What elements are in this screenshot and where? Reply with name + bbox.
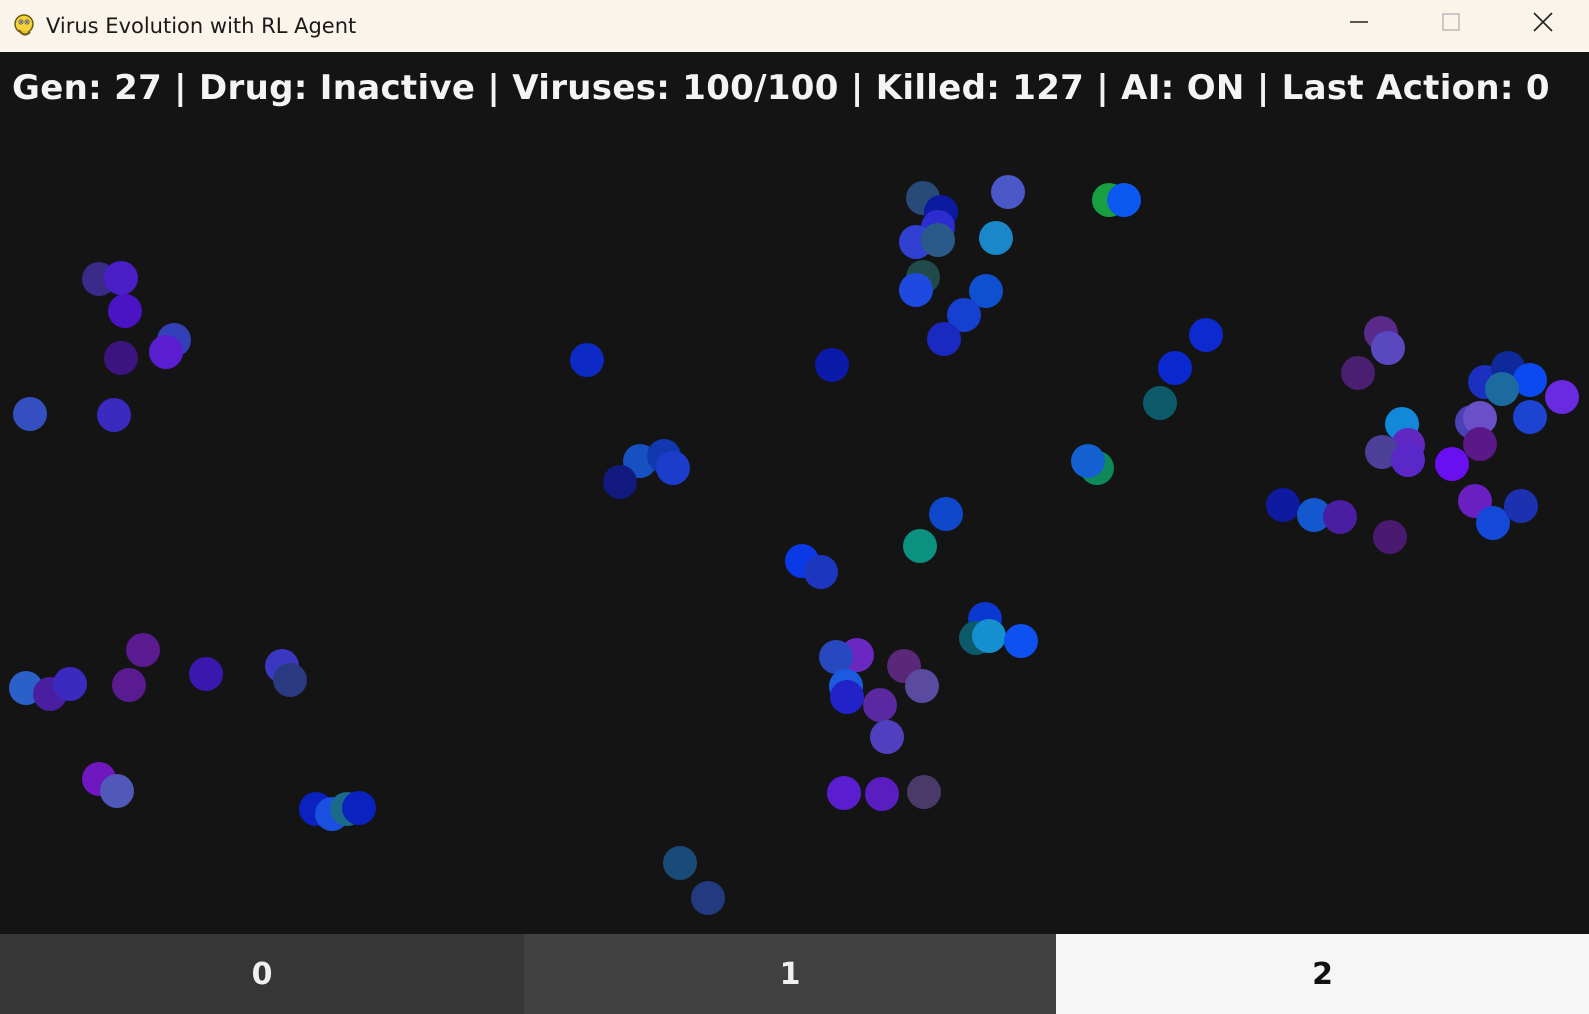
virus-particle [1476, 506, 1510, 540]
virus-particle [97, 398, 131, 432]
virus-particle [126, 633, 160, 667]
virus-particle [819, 640, 853, 674]
action-1-button[interactable]: 1 [524, 934, 1056, 1014]
window-controls [1313, 0, 1589, 44]
virus-particle [979, 221, 1013, 255]
virus-particle [921, 223, 955, 257]
virus-particle [603, 465, 637, 499]
virus-field [9, 175, 1579, 915]
virus-particle [929, 497, 963, 531]
virus-particle [865, 777, 899, 811]
virus-particle [108, 294, 142, 328]
virus-particle [804, 555, 838, 589]
virus-particle [1371, 331, 1405, 365]
virus-particle [53, 667, 87, 701]
virus-particle [1266, 488, 1300, 522]
maximize-button[interactable] [1405, 0, 1497, 44]
virus-particle [1463, 427, 1497, 461]
virus-particle [1004, 624, 1038, 658]
virus-particle [927, 322, 961, 356]
virus-particle [1107, 183, 1141, 217]
maximize-icon [1442, 13, 1460, 31]
virus-particle [1463, 401, 1497, 435]
virus-particle [663, 846, 697, 880]
virus-particle [991, 175, 1025, 209]
virus-particle [342, 791, 376, 825]
virus-particle [1365, 435, 1399, 469]
virus-particle [149, 335, 183, 369]
virus-particle [112, 668, 146, 702]
action-2-button[interactable]: 2 [1056, 934, 1589, 1014]
pygame-snake-icon [14, 14, 34, 36]
virus-particle [1158, 351, 1192, 385]
action-0-button[interactable]: 0 [0, 934, 524, 1014]
virus-particle [1189, 318, 1223, 352]
virus-particle [907, 775, 941, 809]
simulation-canvas[interactable]: Gen: 27 | Drug: Inactive | Viruses: 100/… [0, 52, 1589, 934]
virus-particle [1504, 489, 1538, 523]
close-button[interactable] [1497, 0, 1589, 44]
virus-particle [863, 688, 897, 722]
virus-particle [1323, 500, 1357, 534]
virus-particle [903, 529, 937, 563]
virus-particle [104, 261, 138, 295]
virus-particle [570, 343, 604, 377]
status-bar: Gen: 27 | Drug: Inactive | Viruses: 100/… [12, 68, 1550, 108]
virus-particle [656, 451, 690, 485]
virus-particle [969, 274, 1003, 308]
virus-particle [905, 669, 939, 703]
virus-particle [830, 680, 864, 714]
virus-particle [1143, 386, 1177, 420]
virus-particle [1071, 444, 1105, 478]
virus-particle [1297, 498, 1331, 532]
virus-particle [1391, 443, 1425, 477]
virus-particle [1341, 356, 1375, 390]
virus-particle [1545, 380, 1579, 414]
virus-particle [899, 273, 933, 307]
close-icon [1533, 12, 1553, 32]
virus-particle [1513, 400, 1547, 434]
virus-particle [972, 619, 1006, 653]
virus-particle [1435, 447, 1469, 481]
virus-particle [189, 657, 223, 691]
virus-particle [947, 298, 981, 332]
virus-particle [827, 776, 861, 810]
virus-particle [1485, 372, 1519, 406]
title-bar: Virus Evolution with RL Agent [0, 0, 1589, 52]
virus-particle [691, 881, 725, 915]
virus-particle [870, 720, 904, 754]
minimize-icon [1350, 21, 1368, 23]
virus-particle [1373, 520, 1407, 554]
action-bar: 0 1 2 [0, 934, 1589, 1014]
virus-particle [815, 348, 849, 382]
virus-particle [100, 774, 134, 808]
virus-particle [1513, 363, 1547, 397]
virus-particle [104, 341, 138, 375]
virus-particle [273, 663, 307, 697]
minimize-button[interactable] [1313, 0, 1405, 44]
virus-particle [13, 397, 47, 431]
window-title: Virus Evolution with RL Agent [46, 14, 357, 38]
